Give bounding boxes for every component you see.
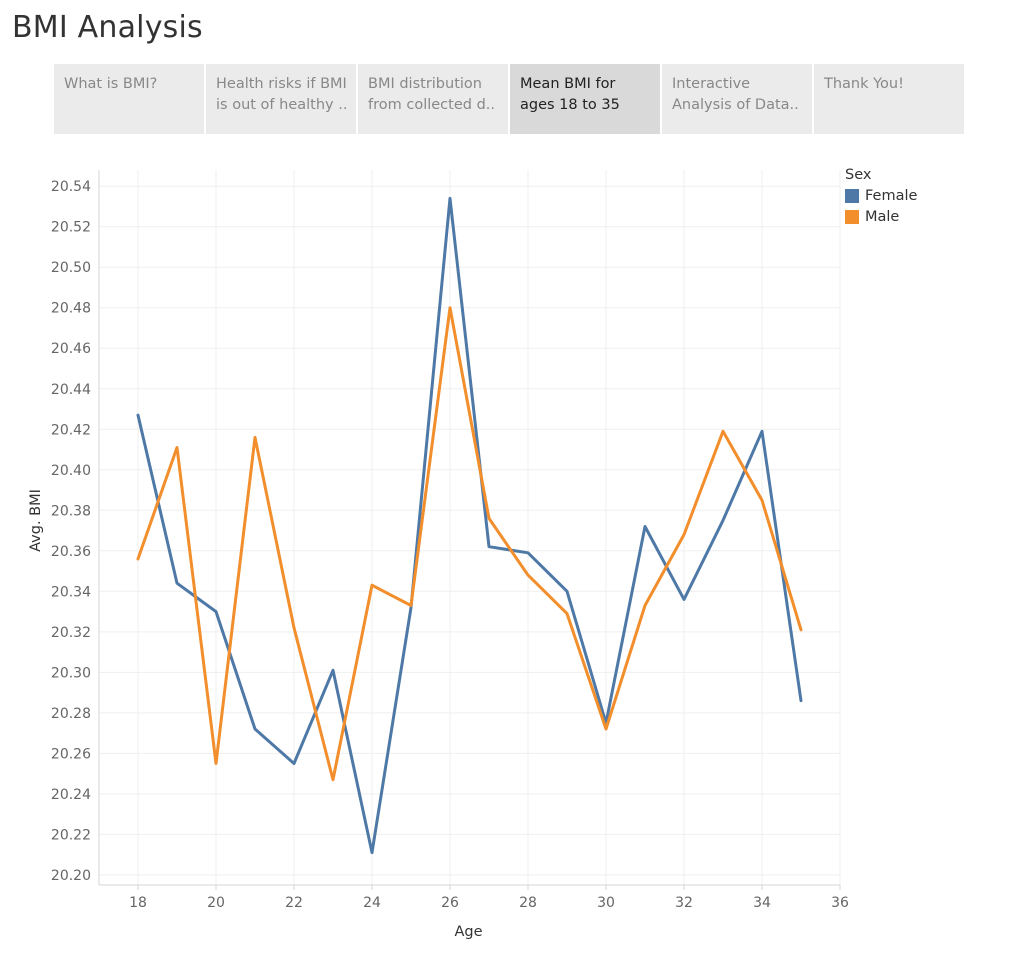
y-tick-label: 20.28 xyxy=(51,706,91,722)
page-title: BMI Analysis xyxy=(12,10,203,45)
y-tick-label: 20.20 xyxy=(51,868,91,884)
x-tick-label: 26 xyxy=(441,895,459,911)
story-tab-label-line: from collected d.. xyxy=(368,97,495,113)
y-tick-label: 20.52 xyxy=(51,220,91,236)
y-tick-label: 20.22 xyxy=(51,827,91,843)
legend: Sex Female Male xyxy=(845,167,917,227)
x-axis-title: Age xyxy=(454,924,482,940)
y-axis-title: Avg. BMI xyxy=(28,489,44,552)
story-tab-1[interactable]: What is BMI? xyxy=(54,64,204,134)
story-tab-label-line: Health risks if BMI xyxy=(216,76,346,92)
series-line-male xyxy=(136,306,803,782)
story-tab-5[interactable]: Interactive Analysis of Data.. xyxy=(662,64,812,134)
story-tab-6[interactable]: Thank You! xyxy=(814,64,964,134)
x-tick-label: 24 xyxy=(363,895,381,911)
x-tick-label: 30 xyxy=(597,895,615,911)
y-tick-label: 20.54 xyxy=(51,179,91,195)
legend-item-female[interactable]: Female xyxy=(845,185,917,206)
x-tick-label: 36 xyxy=(831,895,849,911)
legend-label: Female xyxy=(865,187,918,204)
story-tab-label-line: What is BMI? xyxy=(64,76,158,92)
y-tick-label: 20.30 xyxy=(51,665,91,681)
y-tick-label: 20.26 xyxy=(51,746,91,762)
y-tick-label: 20.46 xyxy=(51,341,91,357)
series-line-female xyxy=(136,196,803,855)
y-tick-label: 20.48 xyxy=(51,301,91,317)
story-tab-label-line: ages 18 to 35 xyxy=(520,97,620,113)
story-tab-label-line: Mean BMI for xyxy=(520,76,616,92)
legend-swatch xyxy=(845,188,859,203)
story-tab-label-line: Interactive xyxy=(672,76,751,92)
y-tick-label: 20.44 xyxy=(51,382,91,398)
story-tab-label-line: Thank You! xyxy=(824,76,904,92)
line-chart: 20.20 20.22 20.24 20.26 20.28 20.30 20.32 20.34… xyxy=(28,170,849,940)
y-tick-label: 20.38 xyxy=(51,503,91,519)
legend-label: Male xyxy=(865,208,900,225)
story-tab-label-line: Analysis of Data.. xyxy=(672,97,799,113)
y-tick-label: 20.36 xyxy=(51,544,91,560)
story-tab-label-line: is out of healthy .. xyxy=(216,97,346,113)
story-tab-3[interactable]: BMI distribution from collected d.. xyxy=(358,64,508,134)
x-tick-label: 18 xyxy=(129,895,147,911)
x-tick-label: 20 xyxy=(207,895,225,911)
y-tick-label: 20.24 xyxy=(51,787,91,803)
legend-swatch xyxy=(845,209,859,224)
story-tab-2[interactable]: Health risks if BMI is out of healthy .. xyxy=(206,64,356,134)
y-tick-label: 20.40 xyxy=(51,463,91,479)
x-tick-label: 22 xyxy=(285,895,303,911)
legend-title: Sex xyxy=(845,167,872,183)
y-tick-label: 20.42 xyxy=(51,422,91,438)
legend-item-male[interactable]: Male xyxy=(845,206,917,227)
story-tab-label-line: BMI distribution xyxy=(368,76,482,92)
x-tick-label: 34 xyxy=(753,895,771,911)
y-tick-label: 20.32 xyxy=(51,625,91,641)
y-tick-label: 20.50 xyxy=(51,260,91,276)
story-tabs: What is BMI? Health risks if BMI is out of… xyxy=(54,64,966,134)
y-tick-label: 20.34 xyxy=(51,584,91,600)
x-tick-label: 28 xyxy=(519,895,537,911)
story-tab-4[interactable]: Mean BMI for ages 18 to 35 xyxy=(510,64,660,134)
x-tick-label: 32 xyxy=(675,895,693,911)
